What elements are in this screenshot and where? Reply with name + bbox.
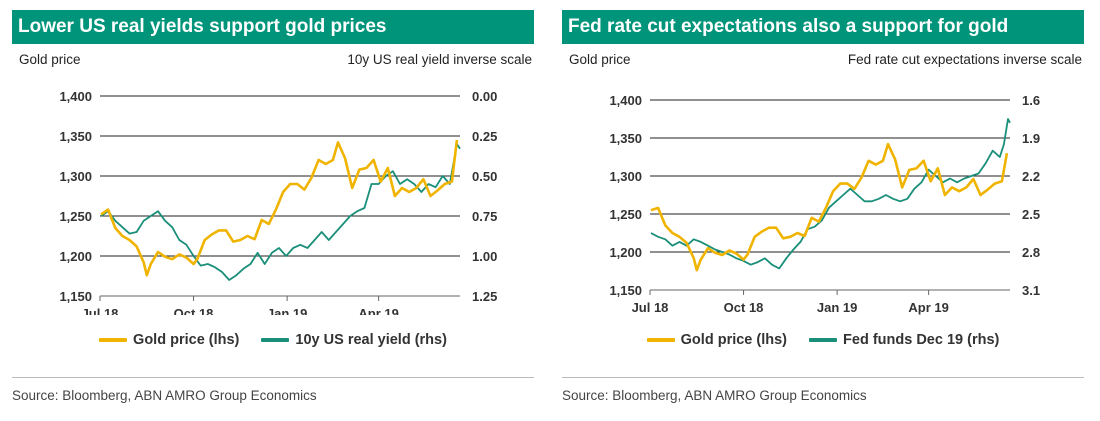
left-tick-label: 1,350	[59, 129, 92, 144]
right-tick-label: 1.6	[1022, 93, 1040, 108]
chart-panel-real-yields: Lower US real yields support gold prices…	[12, 10, 534, 410]
right-tick-label: 2.8	[1022, 245, 1040, 260]
left-tick-label: 1,350	[609, 131, 642, 146]
left-tick-label: 1,150	[59, 289, 92, 304]
series-line-gold	[100, 139, 459, 277]
left-tick-label: 1,300	[59, 169, 92, 184]
left-tick-label: 1,300	[609, 169, 642, 184]
right-tick-label: 0.75	[472, 209, 497, 224]
legend-label: Fed funds Dec 19 (rhs)	[843, 332, 1000, 348]
left-axis-caption: Gold price	[569, 52, 631, 67]
legend-item-gold: Gold price (lhs)	[646, 332, 787, 348]
chart-legend: Gold price (lhs) 10y US real yield (rhs)	[12, 330, 534, 348]
left-tick-label: 1,200	[609, 245, 642, 260]
left-tick-label: 1,250	[609, 207, 642, 222]
source-divider	[562, 377, 1084, 378]
legend-item-gold: Gold price (lhs)	[99, 332, 239, 348]
left-tick-label: 1,200	[59, 249, 92, 264]
chart-title: Fed rate cut expectations also a support…	[562, 10, 1084, 44]
right-tick-label: 1.9	[1022, 131, 1040, 146]
right-tick-label: 0.00	[472, 89, 497, 104]
right-tick-label: 3.1	[1022, 283, 1040, 298]
series-line-gold	[650, 142, 1009, 272]
left-axis-caption: Gold price	[19, 52, 81, 67]
source-divider	[12, 377, 534, 378]
left-tick-label: 1,400	[59, 89, 92, 104]
x-tick-label: Apr 19	[358, 306, 398, 315]
series-line-rhs	[650, 118, 1011, 270]
legend-swatch-gold	[99, 338, 128, 342]
right-axis-caption: 10y US real yield inverse scale	[347, 52, 532, 67]
left-tick-label: 1,400	[609, 93, 642, 108]
legend-label: 10y US real yield (rhs)	[295, 332, 447, 348]
right-tick-label: 1.00	[472, 249, 497, 264]
chart-legend: Gold price (lhs) Fed funds Dec 19 (rhs)	[562, 330, 1084, 348]
chart-title: Lower US real yields support gold prices	[12, 10, 534, 44]
right-tick-label: 0.50	[472, 169, 497, 184]
legend-label: Gold price (lhs)	[680, 332, 787, 348]
right-tick-label: 1.25	[472, 289, 497, 304]
line-chart-real-yields: 1,150 1,200 1,250 1,300 1,350 1,400 1.25 1.00 0.…	[59, 89, 497, 315]
legend-swatch-fed-funds	[809, 338, 838, 342]
left-tick-label: 1,250	[59, 209, 92, 224]
legend-swatch-real-yield	[261, 338, 290, 342]
left-tick-label: 1,150	[609, 283, 642, 298]
x-tick-label: Oct 18	[174, 306, 214, 315]
legend-swatch-gold	[646, 338, 675, 342]
line-chart-fed-cuts: 1,150 1,200 1,250 1,300 1,350 1,400 3.1 2.8 2.5 2…	[609, 93, 1040, 315]
series-line-rhs	[100, 143, 461, 281]
right-tick-label: 2.5	[1022, 207, 1040, 222]
x-tick-label: Jul 18	[82, 306, 119, 315]
source-note: Source: Bloomberg, ABN AMRO Group Econom…	[562, 388, 867, 403]
chart-panel-fed-cuts: Fed rate cut expectations also a support…	[562, 10, 1084, 410]
legend-label: Gold price (lhs)	[133, 332, 240, 348]
x-tick-label: Apr 19	[908, 300, 948, 315]
x-tick-label: Jan 19	[267, 306, 307, 315]
x-tick-label: Jan 19	[817, 300, 857, 315]
right-axis-caption: Fed rate cut expectations inverse scale	[847, 52, 1082, 67]
legend-item-real-yield: 10y US real yield (rhs)	[261, 332, 447, 348]
right-tick-label: 2.2	[1022, 169, 1040, 184]
x-tick-label: Jul 18	[632, 300, 669, 315]
source-note: Source: Bloomberg, ABN AMRO Group Econom…	[12, 388, 317, 403]
legend-item-fed-funds: Fed funds Dec 19 (rhs)	[809, 332, 999, 348]
x-tick-label: Oct 18	[724, 300, 764, 315]
right-tick-label: 0.25	[472, 129, 497, 144]
